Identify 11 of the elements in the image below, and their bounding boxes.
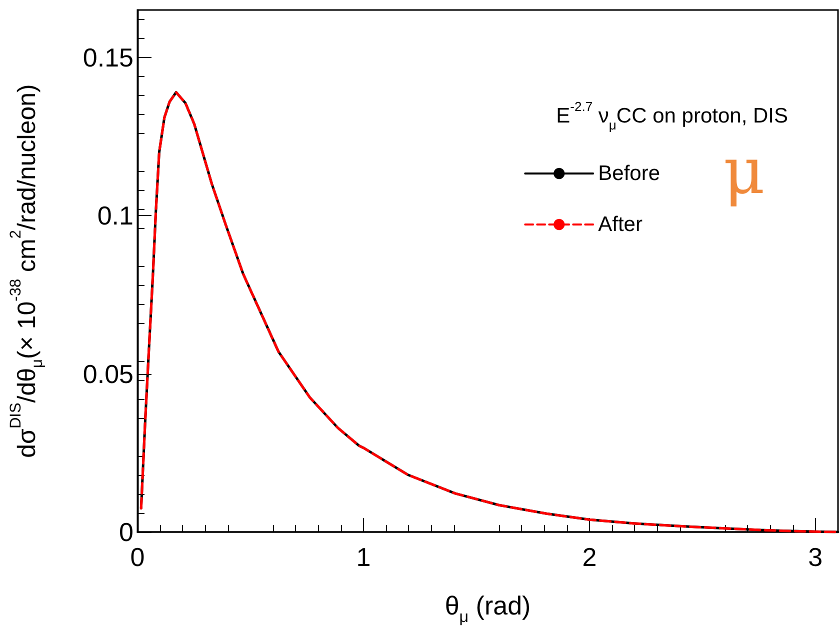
legend-label: After (598, 213, 642, 236)
legend-label: Before (598, 162, 660, 185)
x-tick-label: 2 (582, 542, 597, 572)
y-tick-label: 0.05 (82, 358, 134, 389)
y-tick-label: 0.1 (97, 200, 134, 231)
annotation: μ (723, 135, 765, 209)
x-tick-label: 1 (356, 542, 371, 572)
text: dσDIS/dθμ(× 10-38 cm2/rad/nucleon) (8, 84, 46, 458)
x-tick-label: 3 (808, 542, 823, 572)
y-tick-label: 0.15 (82, 42, 134, 72)
y-tick-label: 0 (119, 517, 134, 547)
